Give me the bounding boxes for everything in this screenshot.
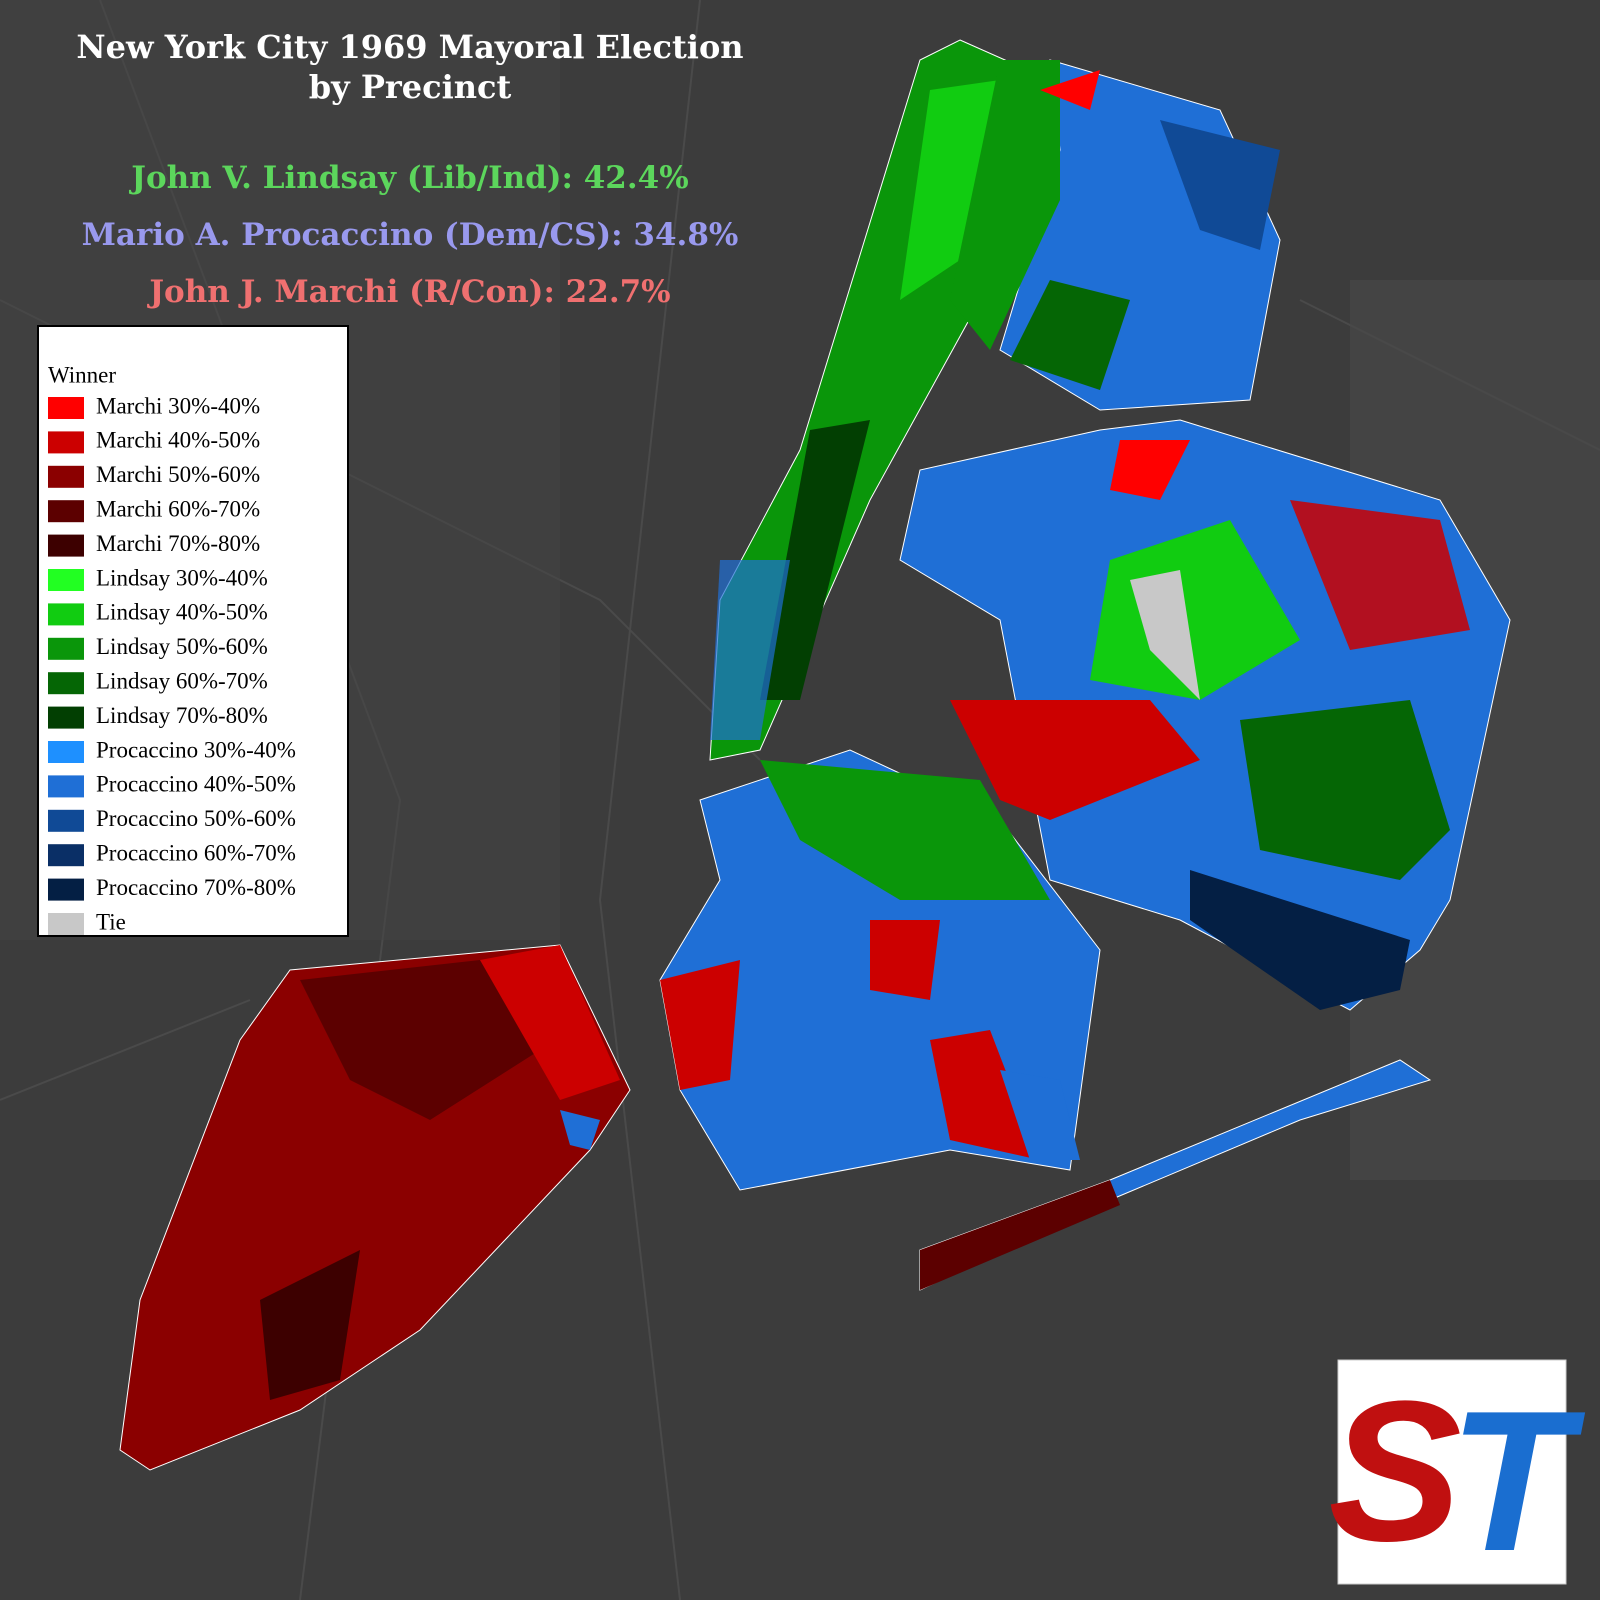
logo-s: S <box>1328 1360 1461 1583</box>
precincts <box>950 700 1200 820</box>
legend-label: Marchi 30%-40% <box>96 393 260 418</box>
title: by Precinct <box>309 68 512 106</box>
legend-swatch <box>48 397 84 419</box>
legend-swatch <box>48 809 84 832</box>
legend-label: Marchi 50%-60% <box>96 462 260 487</box>
road <box>0 999 251 1101</box>
legend-label: Lindsay 60%-70% <box>96 668 268 693</box>
legend-label: Procaccino 30%-40% <box>96 737 296 762</box>
legend-swatch <box>48 741 84 763</box>
legend-label: Lindsay 30%-40% <box>96 565 268 590</box>
legend-label: Procaccino 60%-70% <box>96 840 296 865</box>
legend-label: Lindsay 40%-50% <box>96 600 268 625</box>
legend-label: Marchi 70%-80% <box>96 531 260 556</box>
precincts <box>1040 70 1100 110</box>
legend-swatch <box>48 465 84 488</box>
legend-swatch <box>48 637 84 660</box>
precincts <box>1290 500 1470 650</box>
precincts <box>950 60 1060 350</box>
road <box>598 0 701 1600</box>
precincts <box>1000 1070 1080 1160</box>
precincts <box>1090 520 1300 700</box>
legend: Winner Marchi 30%-40% Marchi 40%-50% March… <box>37 325 349 937</box>
legend-label: Marchi 40%-50% <box>96 428 260 453</box>
logo-t: T <box>1449 1370 1586 1593</box>
legend-label: Tie <box>96 909 126 934</box>
precincts <box>480 945 620 1100</box>
result: John J. Marchi (R/Con): 22.7% <box>146 274 670 310</box>
legend-swatch <box>48 431 84 454</box>
legend-title: Winner <box>48 362 116 387</box>
precincts <box>870 920 940 1000</box>
logo-box <box>1337 1359 1567 1585</box>
precincts <box>900 80 1000 300</box>
legend-swatch <box>48 844 84 867</box>
legend-swatch <box>48 534 84 557</box>
precincts <box>560 1110 600 1150</box>
precincts <box>1160 120 1280 250</box>
legend-swatch <box>48 500 84 523</box>
legend-label: Procaccino 40%-50% <box>96 772 296 797</box>
legend-label: Procaccino 50%-60% <box>96 806 296 831</box>
precincts <box>930 1030 1040 1160</box>
legend-label: Lindsay 50%-60% <box>96 634 268 659</box>
precincts <box>1130 570 1200 700</box>
jfk <box>1190 870 1410 1010</box>
precincts <box>300 960 540 1120</box>
legend-box <box>37 325 349 937</box>
legend-label: Marchi 60%-70% <box>96 496 260 521</box>
result: Mario A. Procaccino (Dem/CS): 34.8% <box>82 217 739 253</box>
legend-label: Lindsay 70%-80% <box>96 703 268 728</box>
precincts <box>760 420 870 700</box>
legend-swatch <box>48 706 84 729</box>
result: John V. Lindsay (Lib/Ind): 42.4% <box>128 160 688 196</box>
title-block: New York City 1969 Mayoral Election by P… <box>76 28 743 310</box>
staten-island <box>119 944 631 1471</box>
legend-swatch <box>48 603 84 626</box>
precincts <box>260 1250 360 1400</box>
precincts <box>1010 280 1130 390</box>
logo: S T <box>1328 1359 1586 1593</box>
precincts <box>760 760 1050 900</box>
legend-swatch <box>48 913 84 935</box>
legend-swatch <box>48 775 84 798</box>
title: New York City 1969 Mayoral Election <box>76 28 743 66</box>
precincts <box>660 960 740 1090</box>
legend-swatch <box>48 569 84 591</box>
precincts <box>1240 700 1450 880</box>
legend-label: Procaccino 70%-80% <box>96 875 296 900</box>
precincts <box>920 1180 1120 1290</box>
legend-swatch <box>48 878 84 901</box>
legend-swatch <box>48 672 84 695</box>
precincts <box>1110 440 1190 500</box>
precincts <box>710 560 790 740</box>
